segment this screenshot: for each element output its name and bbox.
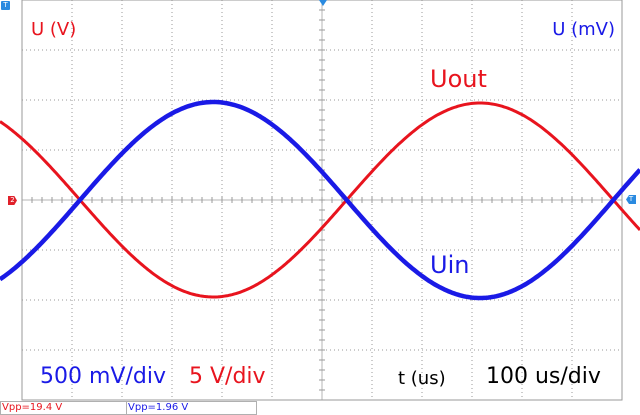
uout-trace-label: Uout (430, 65, 487, 93)
series-line-uin (0, 99, 640, 301)
graticule-frame (21, 0, 623, 401)
uin-trace-label: Uin (430, 251, 470, 279)
channel-2-ground-marker[interactable]: 2 (8, 196, 17, 205)
graticule-grid (21, 0, 623, 401)
right-axis-label: U (mV) (552, 19, 615, 40)
channel-2-scale-label: 5 V/div (189, 364, 266, 389)
trigger-position-marker[interactable] (319, 0, 327, 6)
channel-1-vpp-readout: Vpp=1.96 V (126, 401, 257, 415)
trigger-level-marker[interactable]: T (626, 195, 636, 204)
waveform-traces (0, 99, 640, 301)
time-axis-label: t (us) (398, 368, 446, 389)
left-axis-label: U (V) (31, 19, 77, 40)
channel-2-vpp-readout: Vpp=19.4 V (0, 401, 127, 415)
series-line-uout (0, 101, 640, 299)
trigger-time-marker[interactable]: T (1, 1, 10, 10)
channel-1-scale-label: 500 mV/div (40, 364, 166, 389)
timebase-label: 100 us/div (486, 364, 601, 389)
